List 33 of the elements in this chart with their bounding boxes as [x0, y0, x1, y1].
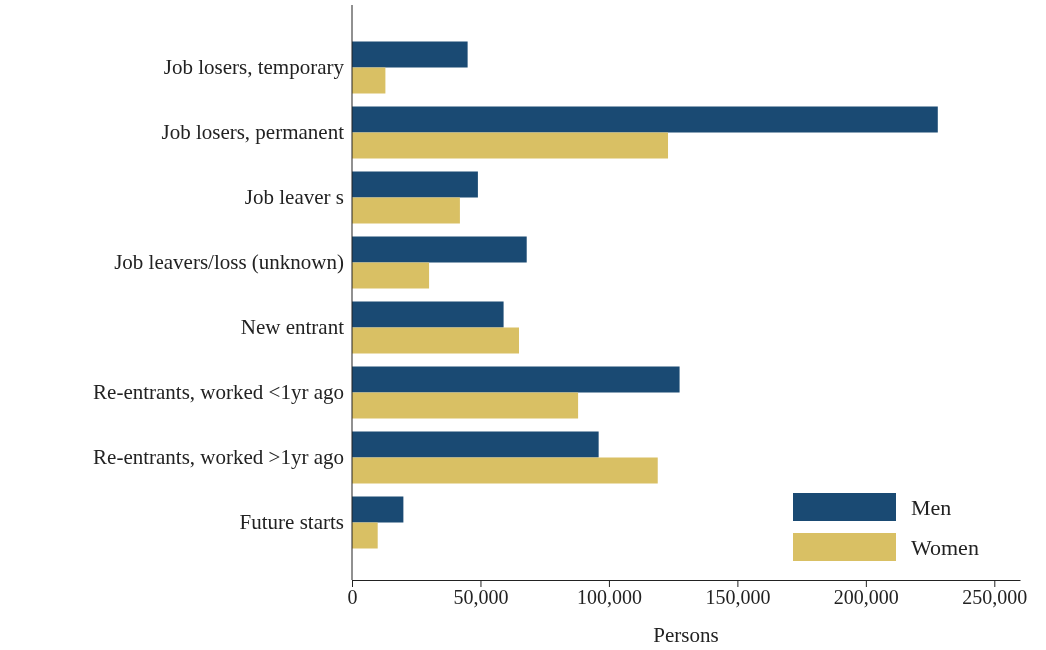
y-tick-label: Job leavers/loss (unknown): [114, 250, 344, 275]
bar: [352, 301, 504, 328]
bar: [352, 236, 527, 263]
y-tick-label: Job losers, temporary: [163, 55, 345, 80]
bar: [352, 431, 599, 458]
y-tick-label: Future starts: [239, 510, 344, 535]
y-tick-label: Job leaver s: [244, 185, 344, 210]
x-tick-label: 150,000: [705, 586, 771, 609]
x-tick-label: 200,000: [833, 586, 899, 609]
y-tick-label: Re-entrants, worked >1yr ago: [93, 445, 344, 470]
bar: [352, 171, 478, 198]
x-axis-title: Persons: [653, 623, 719, 647]
bar: [352, 392, 579, 419]
bar: [352, 327, 519, 354]
bar: [352, 132, 669, 159]
x-tick-label: 250,000: [962, 586, 1028, 609]
x-tick-label: 50,000: [453, 586, 509, 609]
legend-label: Men: [911, 495, 952, 520]
y-tick-label: Job losers, permanent: [161, 120, 345, 145]
legend-label: Women: [911, 535, 979, 560]
y-tick-label: Re-entrants, worked <1yr ago: [93, 380, 344, 405]
bar: [352, 522, 378, 549]
bar: [352, 366, 680, 393]
bar: [352, 41, 468, 68]
bar: [352, 496, 404, 523]
x-tick-label: 100,000: [576, 586, 642, 609]
bar: [352, 67, 386, 94]
bar: [352, 262, 430, 289]
bar: [352, 106, 938, 133]
x-tick-label: 0: [347, 586, 358, 609]
bar: [352, 457, 658, 484]
bar: [352, 197, 460, 224]
y-tick-label: New entrant: [240, 315, 345, 340]
